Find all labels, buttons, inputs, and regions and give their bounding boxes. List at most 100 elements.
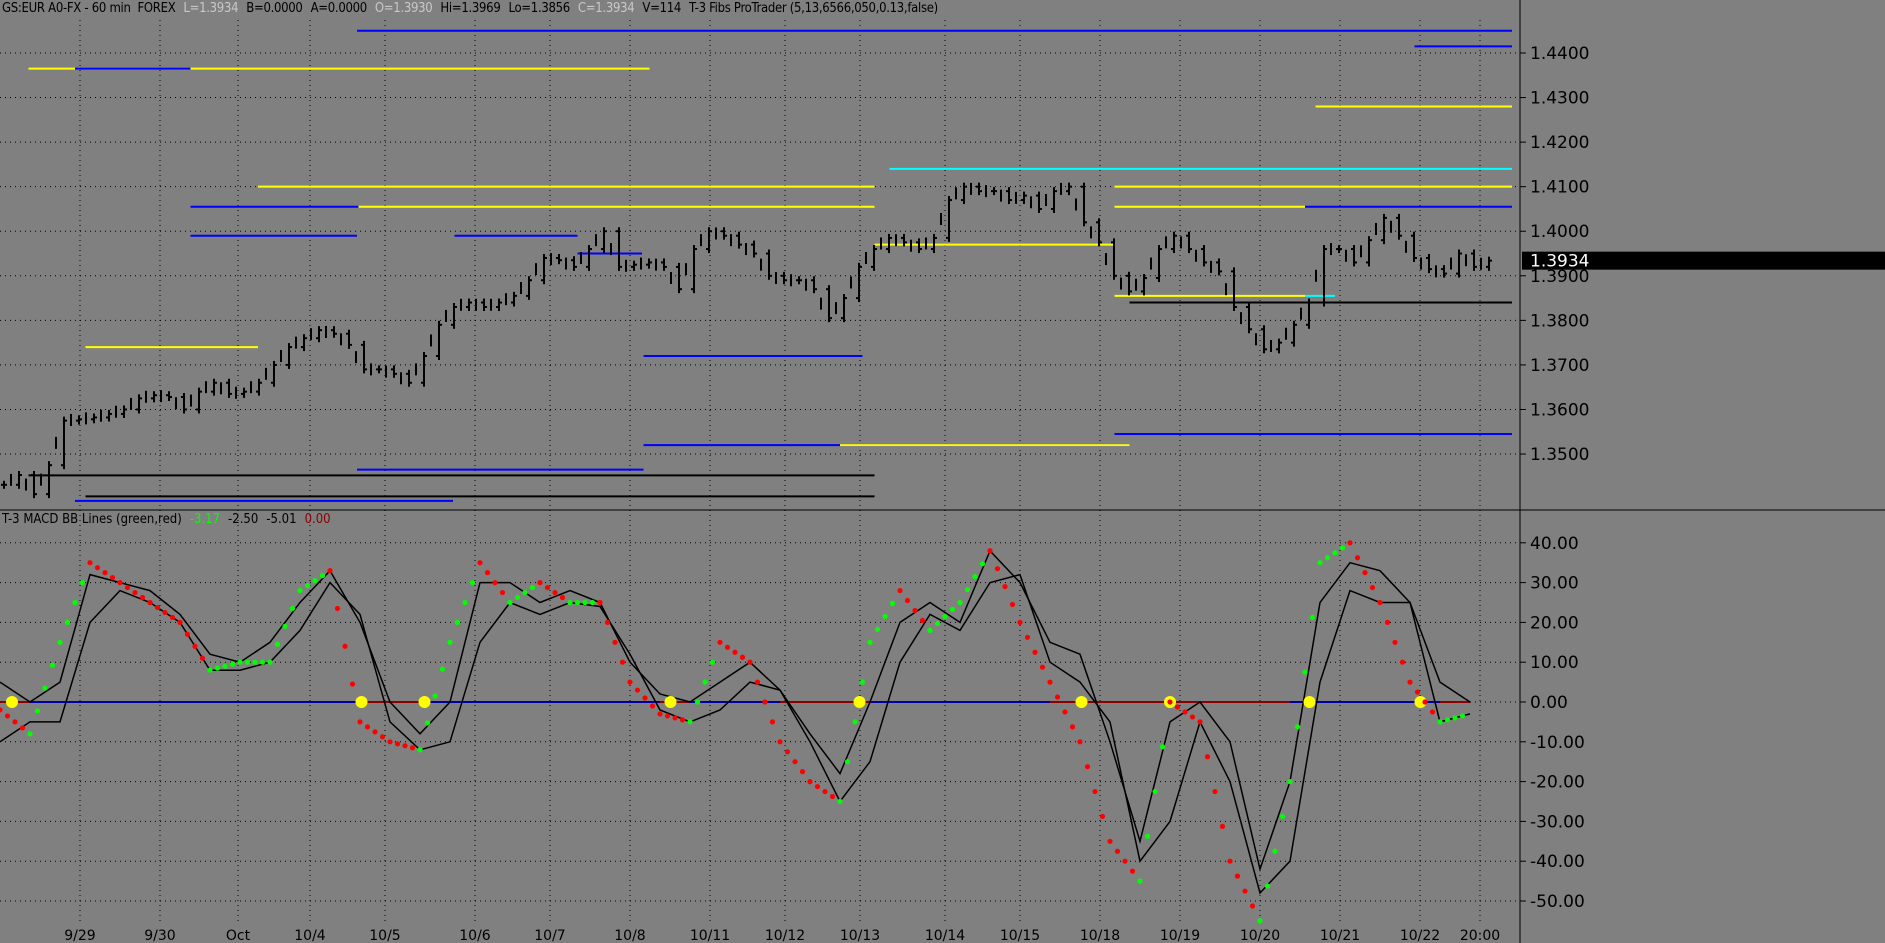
macd-dot xyxy=(109,575,116,581)
macd-dot xyxy=(387,739,393,745)
macd-dot xyxy=(1107,838,1113,844)
macd-tick-label: 0.00 xyxy=(1530,693,1568,713)
macd-dot xyxy=(1429,709,1436,715)
macd-dot xyxy=(1279,813,1286,820)
macd-dot xyxy=(694,699,701,705)
macd-dot xyxy=(1054,694,1061,700)
macd-dot xyxy=(559,594,566,601)
symbol-label: GS:EUR A0-FX - 60 min FOREX xyxy=(2,1,176,16)
macd-dot xyxy=(379,734,386,740)
macd-dot xyxy=(702,679,708,685)
macd-dot xyxy=(634,687,641,693)
macd-dot xyxy=(567,599,573,606)
macd-dot xyxy=(274,641,281,647)
macd-dot xyxy=(469,580,476,586)
macd-dot xyxy=(12,719,18,725)
macd-dot xyxy=(627,679,633,685)
macd-dot xyxy=(499,589,506,596)
macd-dot xyxy=(1047,679,1053,685)
price-tick-label: 1.4300 xyxy=(1530,89,1589,109)
x-tick-label: 20:00 xyxy=(1460,928,1500,943)
macd-dot xyxy=(934,620,941,626)
macd-dot xyxy=(289,605,296,612)
macd-dot xyxy=(312,578,318,584)
macd-dot xyxy=(394,741,401,747)
macd-dot xyxy=(1032,649,1038,655)
macd-dot xyxy=(267,659,273,665)
macd-dot xyxy=(724,644,731,650)
zero-cross-marker xyxy=(355,696,368,708)
last-price-box xyxy=(1522,251,1885,270)
macd-dot xyxy=(304,582,311,589)
macd-dot xyxy=(342,643,348,649)
x-tick-label: 10/7 xyxy=(534,928,565,943)
macd-dot xyxy=(1174,704,1181,710)
macd-dot xyxy=(477,560,483,566)
macd-dot xyxy=(1362,570,1368,576)
x-tick-label: 9/30 xyxy=(144,928,175,943)
macd-dot xyxy=(87,560,93,566)
last-value: L=1.3934 xyxy=(183,1,239,16)
price-tick-label: 1.3600 xyxy=(1530,400,1589,420)
macd-dot xyxy=(349,681,356,687)
macd-dot xyxy=(964,586,971,593)
macd-dot xyxy=(829,793,836,800)
macd-dot xyxy=(919,617,926,624)
macd-dot xyxy=(589,599,596,606)
macd-dot xyxy=(1099,813,1106,820)
macd-dot xyxy=(357,719,363,725)
x-tick-label: 10/13 xyxy=(840,928,880,943)
macd-dot xyxy=(1369,584,1376,591)
macd-dot xyxy=(1009,601,1016,608)
macd-dot xyxy=(582,599,588,606)
macd-dot xyxy=(319,573,326,579)
x-tick-label: 10/15 xyxy=(1000,928,1040,943)
macd-dot xyxy=(642,695,648,701)
macd-dot xyxy=(747,659,753,665)
macd-dot xyxy=(1249,903,1256,909)
price-tick-label: 1.4000 xyxy=(1530,222,1589,242)
macd-dot xyxy=(4,713,11,719)
macd-dot xyxy=(1114,848,1121,854)
macd-dot xyxy=(514,594,521,601)
macd-dot xyxy=(492,580,498,586)
macd-dot xyxy=(814,783,821,790)
open-value: O=1.3930 xyxy=(374,1,433,16)
price-tick-label: 1.3500 xyxy=(1530,445,1589,465)
macd-title: T-3 MACD BB Lines (green,red) xyxy=(2,512,182,527)
macd-dot xyxy=(619,659,626,665)
ask-value: A=0.0000 xyxy=(310,1,368,16)
macd-dot xyxy=(1332,550,1338,556)
macd-dot xyxy=(882,613,888,620)
macd-dot xyxy=(1039,664,1046,670)
zero-cross-marker xyxy=(853,696,866,708)
macd-dot xyxy=(124,584,131,591)
macd-dot xyxy=(987,548,993,554)
price-tick-label: 1.3700 xyxy=(1530,356,1589,376)
macd-dot xyxy=(597,599,603,606)
macd-dot xyxy=(972,574,978,580)
macd-dot xyxy=(904,597,911,604)
macd-dot xyxy=(792,759,798,765)
macd-dot xyxy=(889,600,896,607)
macd-dot xyxy=(784,749,791,755)
macd-dot xyxy=(252,659,258,665)
macd-dot xyxy=(1437,719,1443,725)
macd-dot xyxy=(102,570,108,576)
macd-dot xyxy=(544,584,551,591)
macd-header: T-3 MACD BB Lines (green,red) -3.17 -2.50-… xyxy=(2,512,339,527)
macd-dot xyxy=(222,663,228,669)
macd-dot xyxy=(507,599,513,606)
macd-dot xyxy=(327,568,333,574)
macd-dot xyxy=(484,570,491,576)
macd-dot xyxy=(214,665,221,671)
macd-dot xyxy=(874,626,881,632)
macd-dot xyxy=(537,580,543,586)
macd-dot xyxy=(1077,739,1083,745)
price-tick-label: 1.4100 xyxy=(1530,178,1589,198)
macd-tick-label: 40.00 xyxy=(1530,534,1579,554)
macd-dot xyxy=(154,604,161,611)
macd-dot xyxy=(679,717,686,723)
macd-dot xyxy=(72,599,78,606)
